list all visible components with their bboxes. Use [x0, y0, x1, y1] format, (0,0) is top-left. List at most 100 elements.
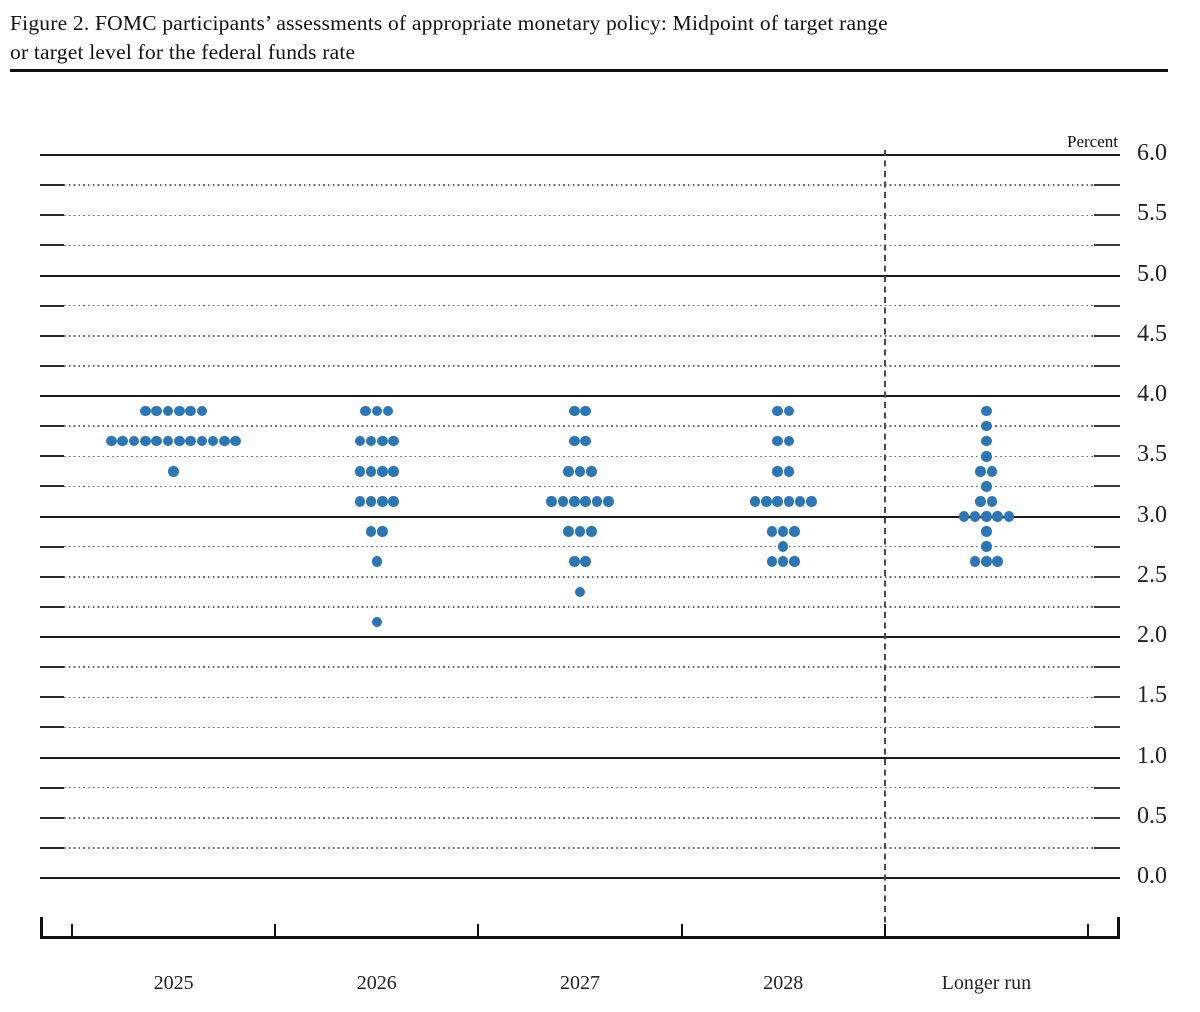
gridline-dotted — [64, 365, 1094, 367]
y-axis-label: 3.0 — [1137, 501, 1167, 528]
projection-dot — [760, 496, 772, 507]
gridline-solid — [40, 395, 1120, 397]
y-tick-left — [40, 696, 64, 699]
y-axis-label: 0.0 — [1137, 863, 1167, 889]
projection-dot — [981, 481, 992, 492]
y-tick-right — [1094, 575, 1120, 578]
projection-dot — [207, 435, 219, 447]
gridline-dotted — [64, 786, 1094, 789]
projection-dot — [563, 526, 574, 537]
projection-dot — [986, 496, 998, 507]
y-tick-right — [1094, 786, 1120, 789]
projection-dot — [975, 466, 987, 477]
gridline-dotted — [64, 184, 1094, 186]
projection-dot — [377, 466, 388, 477]
projection-dot — [580, 405, 591, 417]
y-tick-right — [1094, 666, 1120, 669]
projection-dot — [219, 435, 230, 447]
gridline-solid — [40, 154, 1120, 156]
gridline-dotted — [64, 455, 1094, 457]
projection-dot — [354, 466, 366, 477]
projection-dot — [981, 511, 992, 522]
projection-dot — [783, 496, 795, 507]
x-axis-label: 2027 — [560, 972, 600, 994]
gridline-dotted — [64, 696, 1094, 698]
x-axis-section-tick — [883, 924, 886, 936]
y-tick-left — [40, 666, 64, 669]
y-tick-right — [1094, 455, 1120, 458]
projection-dot — [106, 435, 117, 447]
projection-dot — [580, 496, 591, 507]
projection-dot — [377, 526, 388, 537]
y-tick-right — [1094, 304, 1120, 307]
projection-dot — [975, 496, 987, 507]
y-tick-left — [40, 545, 64, 548]
y-tick-right — [1094, 846, 1120, 849]
y-tick-left — [40, 786, 64, 789]
projection-dot — [574, 586, 586, 598]
projection-dot — [162, 435, 174, 447]
projection-dot — [992, 556, 1003, 567]
x-axis-section-tick — [274, 924, 277, 936]
gridline-solid — [40, 515, 1120, 518]
y-tick-left — [40, 244, 64, 247]
x-axis-line — [40, 936, 1120, 939]
gridline-dotted — [64, 304, 1094, 307]
y-axis-label: 2.5 — [1137, 561, 1167, 588]
projection-dot — [992, 511, 1003, 522]
y-axis-unit-label: Percent — [1067, 132, 1118, 151]
projection-dot — [969, 556, 981, 567]
projection-dot — [806, 496, 817, 507]
y-tick-left — [40, 575, 64, 578]
x-axis-label: Longer run — [941, 972, 1032, 994]
projection-dot — [196, 405, 208, 417]
gridline-solid — [40, 274, 1120, 277]
x-axis-label: 2026 — [356, 972, 397, 994]
y-tick-left — [40, 485, 64, 488]
projection-dot — [591, 496, 603, 507]
x-axis-label: 2025 — [153, 972, 194, 994]
projection-dot — [371, 556, 383, 567]
y-axis-label: 1.0 — [1137, 742, 1167, 769]
y-tick-left — [40, 605, 64, 608]
y-tick-left — [40, 455, 64, 458]
projection-dot — [777, 556, 789, 567]
y-axis-label: 3.5 — [1137, 441, 1167, 468]
y-axis-label: 4.0 — [1137, 381, 1167, 407]
gridline-dotted — [64, 666, 1094, 668]
y-tick-left — [40, 364, 64, 367]
projection-dot — [789, 526, 800, 537]
y-tick-left — [40, 846, 64, 849]
projection-dot — [140, 405, 151, 417]
projection-dot — [563, 466, 574, 477]
projection-dot — [354, 435, 366, 447]
y-axis-label: 4.5 — [1137, 320, 1167, 347]
gridline-dotted — [64, 214, 1094, 216]
projection-dot — [557, 496, 569, 507]
projection-dot — [151, 435, 162, 447]
gridline-solid — [40, 877, 1120, 879]
projection-dot — [794, 496, 806, 507]
y-axis-label: 5.5 — [1137, 200, 1167, 227]
gridline-solid — [40, 636, 1120, 638]
gridline-dotted — [64, 545, 1094, 548]
projection-dot — [981, 541, 992, 552]
x-axis-left-corner-tick — [40, 917, 43, 936]
y-tick-right — [1094, 816, 1120, 819]
y-tick-right — [1094, 696, 1120, 699]
y-axis-label: 1.5 — [1137, 682, 1167, 709]
gridline-dotted — [64, 726, 1094, 729]
projection-dot — [377, 496, 388, 507]
y-tick-right — [1094, 605, 1120, 608]
figure-title-line1: Figure 2. FOMC participants’ assessments… — [10, 11, 888, 35]
projection-dot — [981, 450, 992, 462]
projection-dot — [766, 526, 778, 537]
projection-dot — [546, 496, 558, 507]
projection-dot — [377, 435, 388, 447]
projection-dot — [140, 435, 151, 447]
projection-dot — [185, 435, 196, 447]
y-axis-label: 2.0 — [1137, 622, 1167, 648]
y-tick-right — [1094, 364, 1120, 367]
y-tick-left — [40, 184, 64, 187]
projection-dot — [783, 405, 795, 417]
